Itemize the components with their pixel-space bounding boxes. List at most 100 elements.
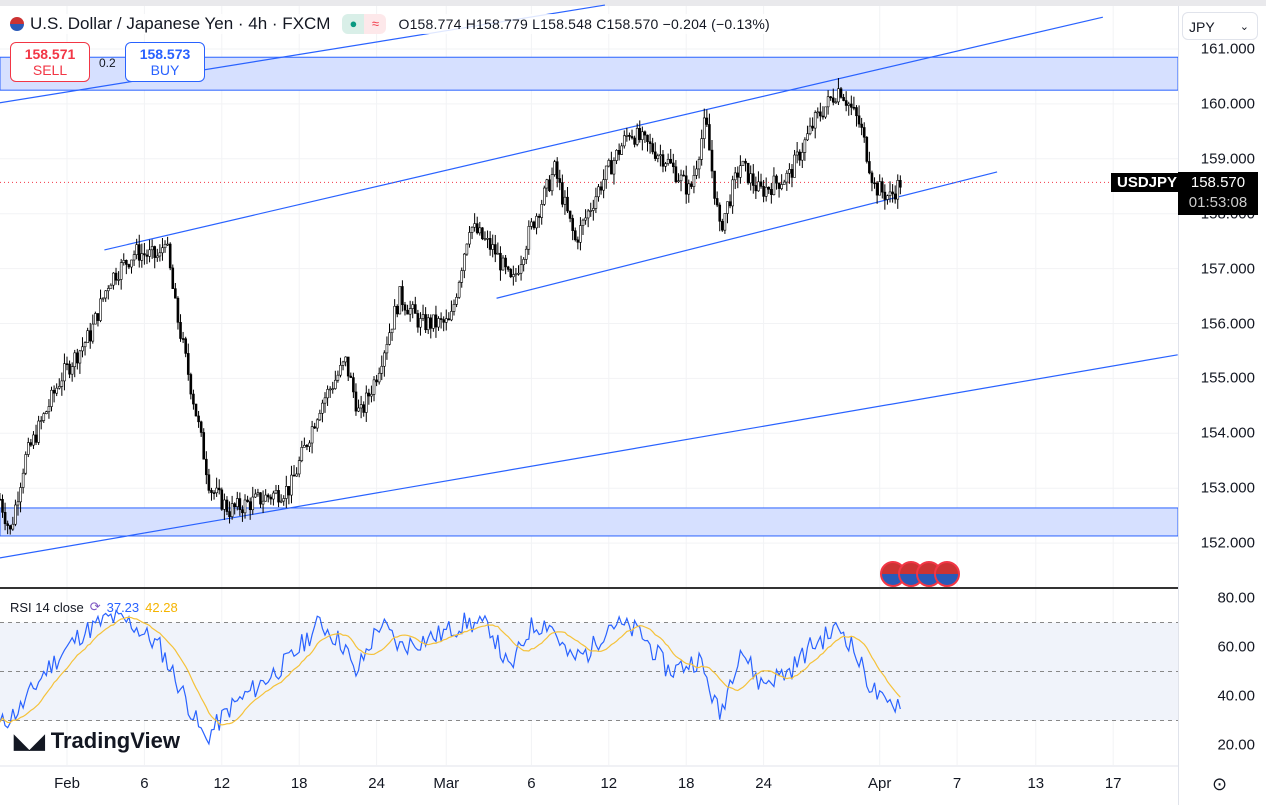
candle (86, 330, 89, 344)
lower-channel (496, 171, 998, 299)
candle (6, 523, 9, 526)
candle (757, 181, 760, 192)
time-tick-label: 6 (140, 775, 149, 792)
candle (403, 304, 407, 311)
candle (772, 175, 776, 195)
candle (651, 143, 654, 153)
close-value: C158.570 (596, 16, 659, 32)
support-zone (0, 507, 1178, 537)
candle (795, 151, 799, 156)
candle (421, 314, 425, 319)
candle (468, 232, 471, 245)
candle (568, 210, 572, 219)
currency-select[interactable]: JPY ⌄ (1182, 12, 1258, 40)
candle (733, 172, 737, 181)
pane-separator[interactable] (0, 587, 1178, 589)
candle (563, 196, 567, 205)
candle (331, 388, 335, 390)
candle (677, 180, 680, 183)
candle (419, 318, 422, 328)
candle (233, 503, 236, 507)
candle (150, 246, 154, 251)
rsi-label[interactable]: RSI 14 close (10, 599, 84, 615)
candle (8, 525, 12, 530)
rsi-tick-label: 80.00 (1217, 589, 1255, 607)
candle (63, 363, 66, 382)
tradingview-logo[interactable]: ◣◢ TradingView (14, 728, 180, 754)
candle (310, 426, 314, 444)
candle (620, 145, 624, 155)
candle (496, 252, 500, 255)
candle (811, 125, 814, 129)
candle (408, 308, 412, 315)
symbol-title[interactable]: U.S. Dollar / Japanese Yen · 4h · FXCM (30, 14, 331, 33)
candle (470, 226, 474, 233)
candle (42, 413, 46, 421)
price-tick-label: 160.000 (1200, 95, 1255, 113)
candle (589, 210, 593, 212)
candle (721, 220, 724, 231)
candle (493, 244, 497, 255)
candle (261, 500, 265, 505)
time-tick-label: 12 (600, 775, 618, 792)
candle (181, 338, 185, 340)
bar-countdown: 01:53:08 (1188, 194, 1248, 211)
candle (530, 221, 533, 227)
price-axis[interactable]: 161.000160.000159.000158.000157.000156.0… (1178, 6, 1266, 805)
candle (450, 311, 453, 321)
candle (380, 365, 384, 374)
candle (566, 196, 569, 212)
candle (891, 191, 894, 195)
sell-button[interactable]: 158.571 SELL (10, 42, 90, 82)
candle (60, 380, 64, 387)
candle (695, 168, 698, 176)
tv-logo-icon: ◣◢ (14, 730, 45, 753)
candle (499, 252, 502, 271)
refresh-icon[interactable]: ⟳ (89, 599, 101, 614)
candle (70, 366, 74, 375)
settings-icon[interactable]: ⊙ (1212, 774, 1228, 794)
candle (68, 363, 71, 375)
time-tick-label: 12 (213, 775, 231, 792)
event-flag-icon[interactable] (934, 561, 960, 587)
chevron-down-icon: ⌄ (1239, 21, 1249, 33)
candle (225, 499, 229, 512)
candle (697, 159, 701, 170)
price-tick-label: 155.000 (1200, 369, 1255, 387)
candle (852, 107, 856, 109)
candle (630, 136, 634, 139)
candle (581, 219, 585, 226)
candle (483, 238, 487, 240)
candle (130, 259, 133, 268)
candle (741, 160, 745, 166)
upper-channel (104, 16, 1104, 251)
candle (282, 498, 286, 502)
candle (764, 186, 768, 197)
open-value: O158.774 (398, 16, 462, 32)
candle (171, 267, 175, 289)
price-tick-label: 157.000 (1200, 260, 1255, 278)
candle (344, 356, 347, 363)
candle (444, 318, 448, 323)
rsi-tick-label: 20.00 (1217, 736, 1255, 754)
time-tick-label: 6 (527, 775, 536, 792)
candle (793, 154, 796, 178)
candle (463, 253, 466, 271)
sell-label: SELL (32, 62, 68, 78)
candle (114, 272, 118, 281)
candle (767, 186, 771, 190)
candle (661, 154, 665, 167)
candle (829, 96, 832, 99)
candle (81, 346, 84, 352)
buy-button[interactable]: 158.573 BUY (125, 42, 205, 82)
candle (726, 201, 729, 214)
time-tick-label: 7 (952, 775, 962, 792)
candle (790, 169, 794, 178)
economic-events[interactable] (880, 561, 960, 587)
price-chart[interactable] (0, 0, 1178, 805)
candle (610, 160, 613, 175)
market-open-dot-icon: ● (342, 14, 365, 34)
candle (775, 175, 778, 184)
candle (364, 392, 368, 413)
candle (3, 512, 7, 525)
